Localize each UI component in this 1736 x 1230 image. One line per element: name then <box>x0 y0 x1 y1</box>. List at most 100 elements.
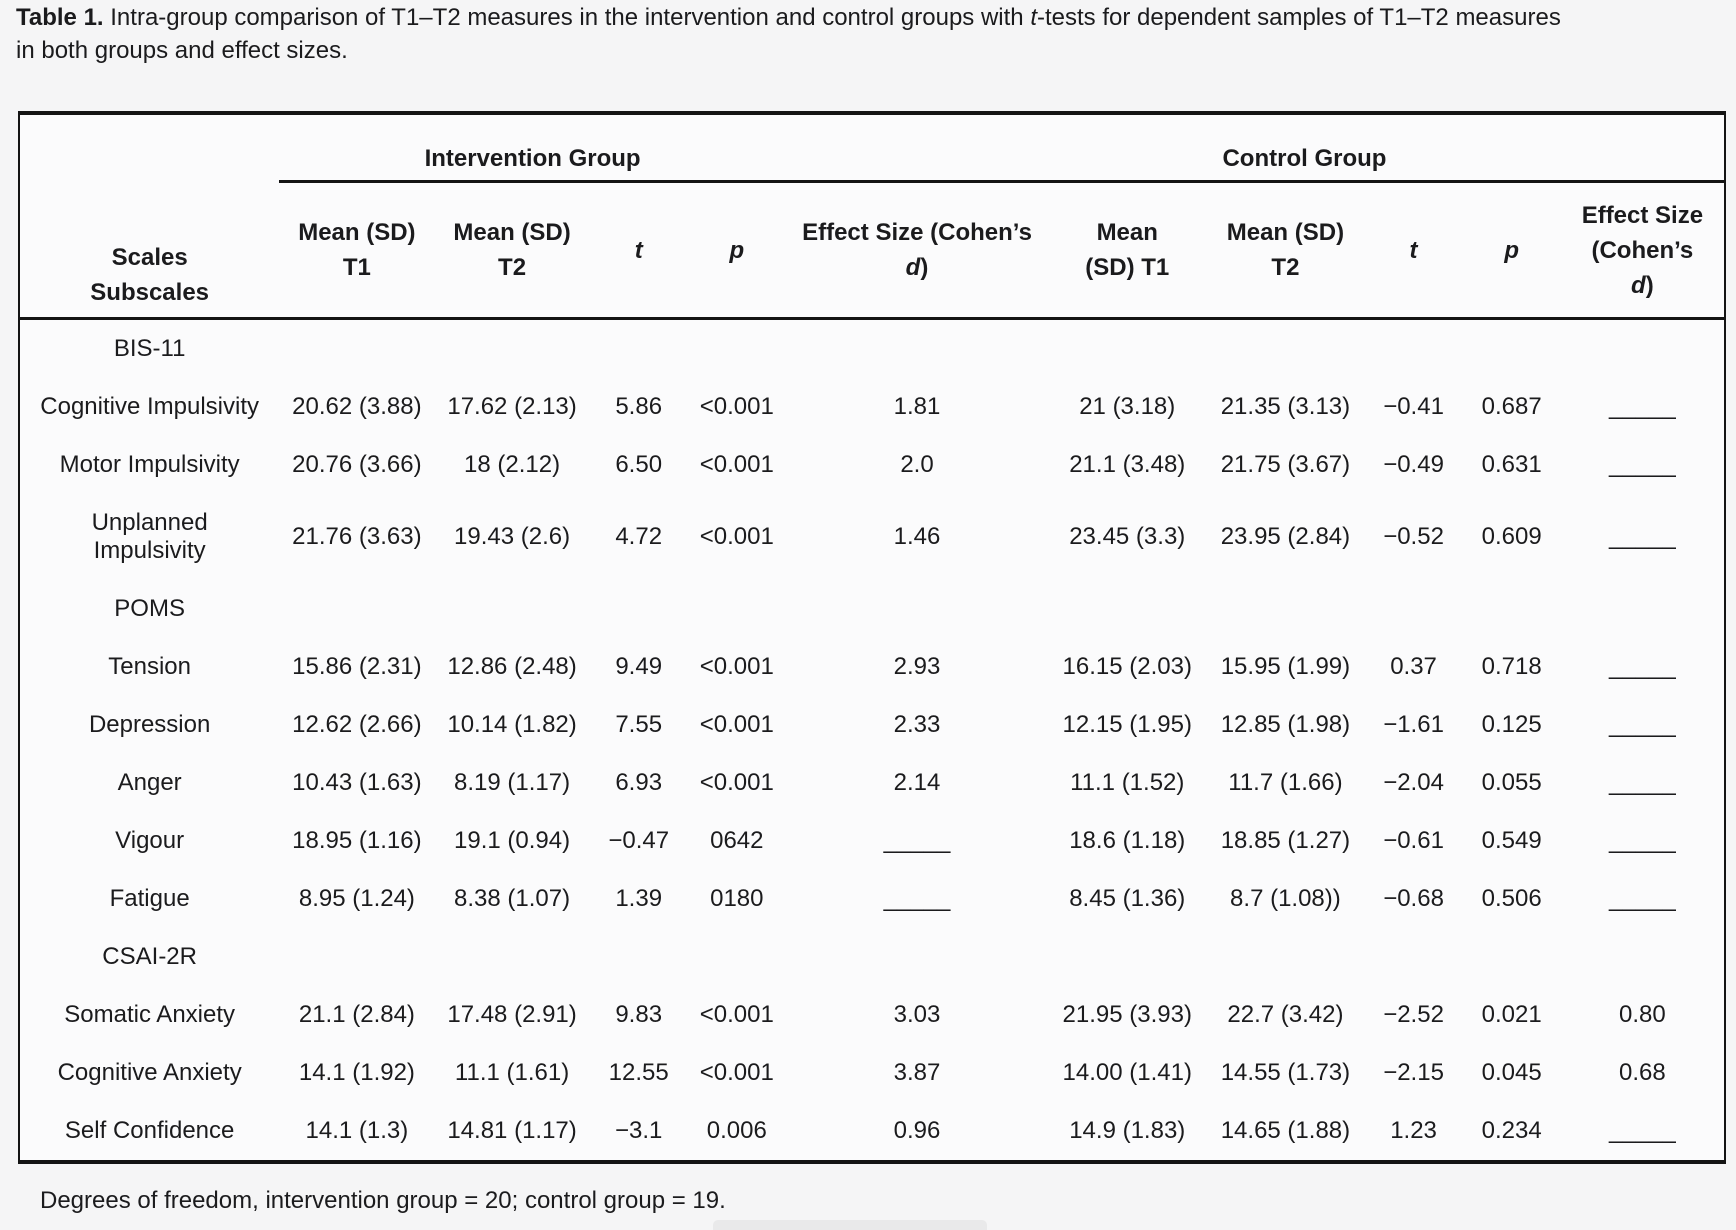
col-header-ctrl-t: t <box>1364 181 1463 320</box>
value-cell: 23.95 (2.84) <box>1220 523 1351 550</box>
value-cell: 14.81 (1.17) <box>447 1117 577 1144</box>
table-caption: Table 1. Intra-group comparison of T1–T2… <box>16 1 1732 67</box>
group-header-row: Scales Subscales Intervention Group Cont… <box>19 113 1725 320</box>
value-cell: 4.72 <box>615 523 663 550</box>
value-cell: 14.9 (1.83) <box>1069 1117 1186 1144</box>
value-cell: −2.52 <box>1383 1001 1444 1028</box>
value-cell: 18.85 (1.27) <box>1220 827 1351 854</box>
value-cell: 8.7 (1.08)) <box>1230 885 1341 912</box>
value-cell: 10.43 (1.63) <box>292 769 422 796</box>
value-cell: 18.95 (1.16) <box>292 827 422 854</box>
group-header-spacer-2 <box>1560 113 1725 183</box>
value-cell: 9.83 <box>615 1001 663 1028</box>
table-footnote: Degrees of freedom, intervention group =… <box>40 1187 726 1214</box>
subscale-label: Depression <box>88 711 211 738</box>
value-cell <box>688 319 786 379</box>
value-cell: 11.1 (1.52) <box>1070 769 1185 796</box>
group-header-intervention: Intervention Group <box>279 113 786 183</box>
value-cell: 6.93 <box>615 769 663 796</box>
value-cell: 16.15 (2.03) <box>1062 653 1192 680</box>
subscale-label: Fatigue <box>109 885 190 912</box>
value-cell: 14.00 (1.41) <box>1062 1059 1192 1086</box>
value-cell: 14.1 (1.3) <box>305 1117 409 1144</box>
value-cell: 14.65 (1.88) <box>1220 1117 1351 1144</box>
value-cell: 2.0 <box>900 451 934 478</box>
data-row: Cognitive Impulsivity 20.62 (3.88) 17.62 (… <box>19 378 1725 436</box>
value-cell: 2.33 <box>893 711 941 738</box>
value-cell: −0.61 <box>1383 827 1444 854</box>
value-cell: 0.609 <box>1481 523 1542 550</box>
value-cell: 0.125 <box>1481 711 1542 738</box>
value-cell: <0.001 <box>699 1059 774 1086</box>
section-row: POMS <box>19 580 1725 638</box>
value-cell: −0.68 <box>1383 885 1444 912</box>
data-row: Tension 15.86 (2.31) 12.86 (2.48) 9.49 <0.00… <box>19 638 1725 696</box>
value-cell: 0.80 <box>1619 1001 1666 1028</box>
value-cell: 21.76 (3.63) <box>292 523 422 550</box>
value-cell: 2.93 <box>893 653 941 680</box>
value-cell: <0.001 <box>699 653 774 680</box>
value-cell <box>786 319 1048 379</box>
value-cell: 21.1 (2.84) <box>298 1001 415 1028</box>
value-cell: 0.021 <box>1481 1001 1542 1028</box>
value-cell: _____ <box>1609 885 1676 912</box>
col-header-int-effect-size: Effect Size (Cohen’s d) <box>785 181 1049 320</box>
value-cell <box>434 580 589 638</box>
value-cell: −0.49 <box>1383 451 1444 478</box>
value-cell: _____ <box>1609 769 1676 796</box>
scale-section-label: CSAI-2R <box>102 943 197 970</box>
value-cell: 12.85 (1.98) <box>1220 711 1351 738</box>
caption-text-1: Intra-group comparison of T1–T2 measures… <box>103 4 1031 31</box>
value-cell: 7.55 <box>615 711 663 738</box>
value-cell: 15.95 (1.99) <box>1220 653 1351 680</box>
value-cell <box>590 580 688 638</box>
value-cell: −1.61 <box>1383 711 1444 738</box>
value-cell: −2.04 <box>1383 769 1444 796</box>
cutoff-element <box>713 1220 987 1230</box>
value-cell: 20.76 (3.66) <box>292 451 422 478</box>
value-cell <box>1561 928 1725 986</box>
value-cell: 0.718 <box>1481 653 1542 680</box>
data-row: Vigour 18.95 (1.16) 19.1 (0.94) −0.47 0642 __… <box>19 812 1725 870</box>
value-cell: 6.50 <box>615 451 663 478</box>
value-cell <box>1561 580 1725 638</box>
value-cell: _____ <box>1609 827 1676 854</box>
value-cell <box>786 928 1048 986</box>
value-cell: <0.001 <box>699 393 774 420</box>
value-cell <box>688 580 786 638</box>
data-row: Depression 12.62 (2.66) 10.14 (1.82) 7.55 <0… <box>19 696 1725 754</box>
value-cell: 1.81 <box>893 393 941 420</box>
value-cell: 0.045 <box>1481 1059 1542 1086</box>
results-table: Scales Subscales Intervention Group Cont… <box>18 111 1726 1164</box>
value-cell: −0.52 <box>1383 523 1444 550</box>
value-cell: 8.95 (1.24) <box>298 885 415 912</box>
value-cell: 1.23 <box>1390 1117 1437 1144</box>
value-cell <box>590 319 688 379</box>
value-cell: 0180 <box>710 885 764 912</box>
value-cell <box>1048 580 1206 638</box>
value-cell: 0.234 <box>1481 1117 1542 1144</box>
value-cell <box>434 319 589 379</box>
value-cell: 0642 <box>710 827 764 854</box>
subscale-label: Cognitive Anxiety <box>57 1059 242 1086</box>
value-cell: <0.001 <box>699 1001 774 1028</box>
subscale-label: Cognitive Impulsivity <box>40 393 260 420</box>
value-cell: 5.86 <box>615 393 663 420</box>
table-number: Table 1. <box>16 4 104 31</box>
data-row: Cognitive Anxiety 14.1 (1.92) 11.1 (1.61) 1… <box>19 1044 1725 1102</box>
value-cell: 21.1 (3.48) <box>1069 451 1186 478</box>
section-row: BIS-11 <box>19 319 1725 379</box>
value-cell: 0.006 <box>706 1117 767 1144</box>
value-cell: 12.86 (2.48) <box>447 653 577 680</box>
value-cell: _____ <box>883 827 951 854</box>
value-cell: 0.96 <box>893 1117 941 1144</box>
value-cell: 19.43 (2.6) <box>454 523 571 550</box>
value-cell <box>1365 928 1463 986</box>
col-header-int-mean-t1: Mean (SD) T1 <box>279 181 435 320</box>
value-cell <box>1048 319 1206 379</box>
value-cell: 18 (2.12) <box>464 451 561 478</box>
value-cell: _____ <box>1609 711 1676 738</box>
group-header-spacer-1 <box>785 113 1049 183</box>
value-cell: 18.6 (1.18) <box>1069 827 1186 854</box>
value-cell: 0.631 <box>1481 451 1542 478</box>
